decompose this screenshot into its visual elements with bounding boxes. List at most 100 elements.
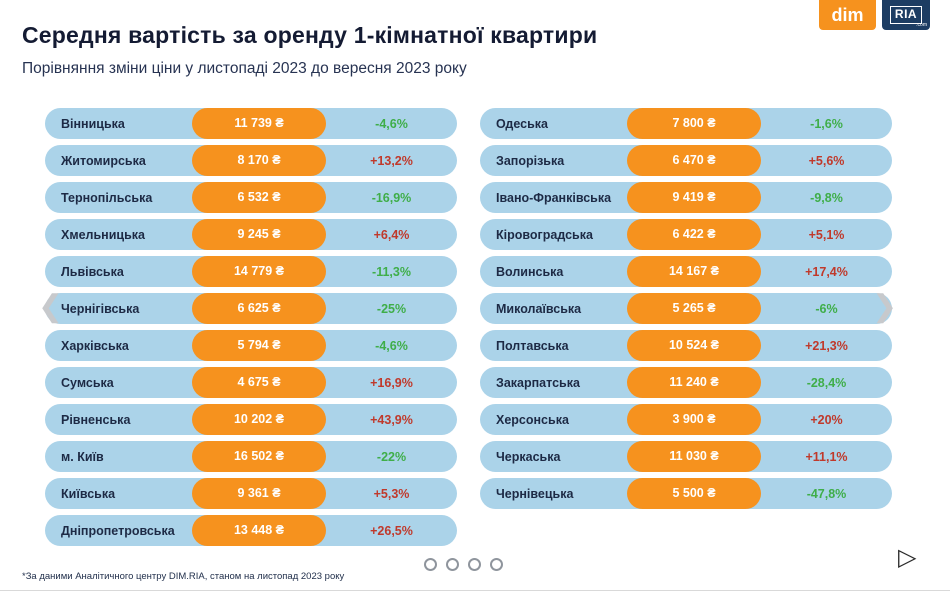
price-pill: 7 800 ₴ xyxy=(627,108,761,139)
ria-logo: RIA .com xyxy=(882,0,930,30)
change-percent: +5,6% xyxy=(808,153,845,168)
region-row: Закарпатська 11 240 ₴ -28,4% xyxy=(480,367,892,398)
change-percent: +11,1% xyxy=(805,449,848,464)
carousel-dots xyxy=(424,558,503,571)
region-row: Вінницька 11 739 ₴ -4,6% xyxy=(45,108,457,139)
region-name: Львівська xyxy=(61,264,124,279)
region-name: Чернівецька xyxy=(496,486,574,501)
logos: dim RIA .com xyxy=(819,0,930,30)
region-name: Херсонська xyxy=(496,412,569,427)
price-pill: 8 170 ₴ xyxy=(192,145,326,176)
bottom-divider xyxy=(0,590,950,591)
price-pill: 9 361 ₴ xyxy=(192,478,326,509)
ria-logo-suffix: .com xyxy=(916,22,927,28)
dim-logo: dim xyxy=(819,0,876,30)
region-name: Київська xyxy=(61,486,116,501)
price-pill: 14 167 ₴ xyxy=(627,256,761,287)
price-pill: 3 900 ₴ xyxy=(627,404,761,435)
change-percent: -1,6% xyxy=(810,116,843,131)
region-row: Одеська 7 800 ₴ -1,6% xyxy=(480,108,892,139)
region-name: Житомирська xyxy=(61,153,146,168)
price-pill: 6 532 ₴ xyxy=(192,182,326,213)
price-pill: 9 245 ₴ xyxy=(192,219,326,250)
region-row: Київська 9 361 ₴ +5,3% xyxy=(45,478,457,509)
region-name: Харківська xyxy=(61,338,129,353)
price-pill: 14 779 ₴ xyxy=(192,256,326,287)
change-percent: -4,6% xyxy=(375,116,408,131)
region-name: Волинська xyxy=(496,264,564,279)
price-pill: 5 265 ₴ xyxy=(627,293,761,324)
region-name: Запорізька xyxy=(496,153,565,168)
play-icon[interactable]: ▷ xyxy=(898,544,917,571)
region-row: Полтавська 10 524 ₴ +21,3% xyxy=(480,330,892,361)
change-percent: +6,4% xyxy=(373,227,410,242)
price-pill: 5 500 ₴ xyxy=(627,478,761,509)
price-table-left-column: Вінницька 11 739 ₴ -4,6% Житомирська 8 170 ₴… xyxy=(45,108,457,546)
change-percent: -16,9% xyxy=(371,190,412,205)
region-row: Чернігівська 6 625 ₴ -25% xyxy=(45,293,457,324)
price-pill: 13 448 ₴ xyxy=(192,515,326,546)
change-percent: -9,8% xyxy=(810,190,843,205)
region-row: Хмельницька 9 245 ₴ +6,4% xyxy=(45,219,457,250)
region-row: Дніпропетровська 13 448 ₴ +26,5% xyxy=(45,515,457,546)
price-pill: 9 419 ₴ xyxy=(627,182,761,213)
region-row: Миколаївська 5 265 ₴ -6% xyxy=(480,293,892,324)
change-percent: +5,3% xyxy=(373,486,410,501)
change-percent: -6% xyxy=(815,301,838,316)
region-row: м. Київ 16 502 ₴ -22% xyxy=(45,441,457,472)
price-pill: 4 675 ₴ xyxy=(192,367,326,398)
region-row: Волинська 14 167 ₴ +17,4% xyxy=(480,256,892,287)
price-pill: 11 739 ₴ xyxy=(192,108,326,139)
price-pill: 6 470 ₴ xyxy=(627,145,761,176)
carousel-dot[interactable] xyxy=(490,558,503,571)
carousel-dot[interactable] xyxy=(424,558,437,571)
change-percent: -25% xyxy=(376,301,407,316)
region-row: Сумська 4 675 ₴ +16,9% xyxy=(45,367,457,398)
region-name: Тернопільська xyxy=(61,190,153,205)
region-row: Рівненська 10 202 ₴ +43,9% xyxy=(45,404,457,435)
region-name: Чернігівська xyxy=(61,301,140,316)
price-pill: 11 240 ₴ xyxy=(627,367,761,398)
change-percent: -47,8% xyxy=(806,486,847,501)
carousel-dot[interactable] xyxy=(468,558,481,571)
region-name: м. Київ xyxy=(61,449,104,464)
change-percent: +5,1% xyxy=(808,227,845,242)
price-pill: 5 794 ₴ xyxy=(192,330,326,361)
region-row: Черкаська 11 030 ₴ +11,1% xyxy=(480,441,892,472)
carousel-dot[interactable] xyxy=(446,558,459,571)
region-name: Івано-Франківська xyxy=(496,190,612,205)
carousel-prev-icon[interactable]: ❮ xyxy=(38,290,64,323)
region-row: Житомирська 8 170 ₴ +13,2% xyxy=(45,145,457,176)
change-percent: -22% xyxy=(376,449,407,464)
header: Середня вартість за оренду 1-кімнатної к… xyxy=(22,22,597,78)
change-percent: +16,9% xyxy=(370,375,413,390)
region-row: Харківська 5 794 ₴ -4,6% xyxy=(45,330,457,361)
price-table-right-column: Одеська 7 800 ₴ -1,6% Запорізька 6 470 ₴ +5,6… xyxy=(480,108,892,509)
region-name: Рівненська xyxy=(61,412,131,427)
price-pill: 6 625 ₴ xyxy=(192,293,326,324)
region-name: Черкаська xyxy=(496,449,561,464)
change-percent: +20% xyxy=(810,412,843,427)
page-title: Середня вартість за оренду 1-кімнатної к… xyxy=(22,22,598,48)
region-row: Івано-Франківська 9 419 ₴ -9,8% xyxy=(480,182,892,213)
region-row: Тернопільська 6 532 ₴ -16,9% xyxy=(45,182,457,213)
region-name: Дніпропетровська xyxy=(61,523,175,538)
change-percent: +17,4% xyxy=(805,264,848,279)
ria-logo-text: RIA xyxy=(889,6,923,24)
change-percent: +13,2% xyxy=(370,153,413,168)
region-name: Закарпатська xyxy=(496,375,580,390)
carousel-next-icon[interactable]: ❯ xyxy=(872,290,898,323)
change-percent: +21,3% xyxy=(805,338,848,353)
region-name: Полтавська xyxy=(496,338,569,353)
region-name: Одеська xyxy=(496,116,548,131)
price-pill: 6 422 ₴ xyxy=(627,219,761,250)
change-percent: +26,5% xyxy=(370,523,413,538)
region-name: Вінницька xyxy=(61,116,125,131)
source-footnote: *За даними Аналітичного центру DIM.RIA, … xyxy=(22,571,345,582)
price-pill: 10 524 ₴ xyxy=(627,330,761,361)
page-subtitle: Порівняння зміни ціни у листопаді 2023 д… xyxy=(22,60,467,77)
change-percent: -11,3% xyxy=(372,264,411,279)
region-row: Запорізька 6 470 ₴ +5,6% xyxy=(480,145,892,176)
region-row: Херсонська 3 900 ₴ +20% xyxy=(480,404,892,435)
region-row: Львівська 14 779 ₴ -11,3% xyxy=(45,256,457,287)
